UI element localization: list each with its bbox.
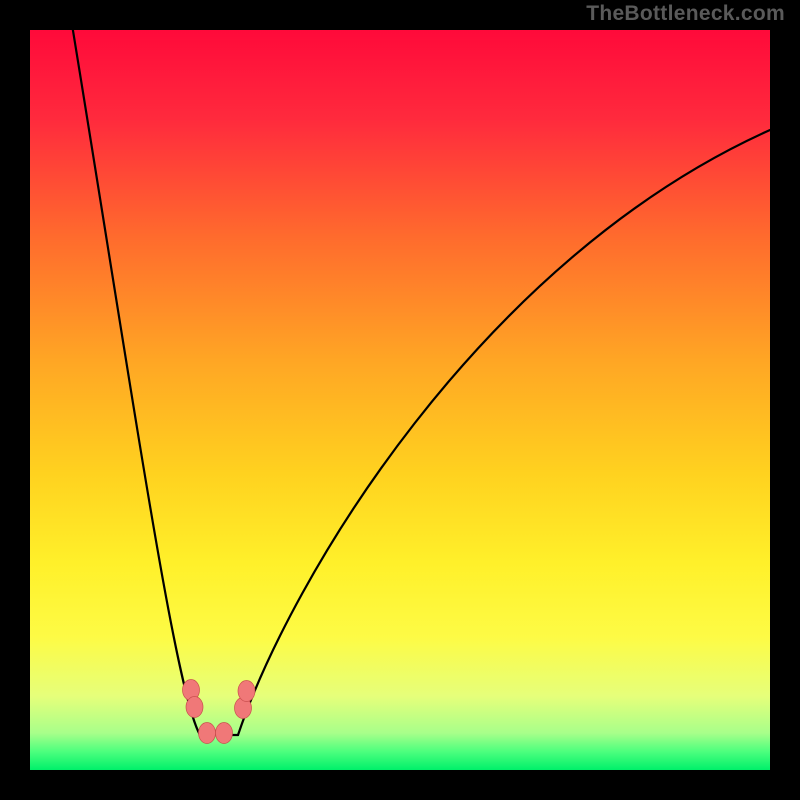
marker-point: [216, 723, 233, 744]
marker-point: [199, 723, 216, 744]
bottleneck-curve-right: [238, 130, 770, 735]
marker-point: [238, 681, 255, 702]
chart-stage: TheBottleneck.com: [0, 0, 800, 800]
marker-group: [183, 680, 256, 744]
marker-point: [186, 697, 203, 718]
watermark-text: TheBottleneck.com: [586, 2, 785, 26]
bottleneck-curve-left: [68, 0, 200, 735]
chart-overlay: [0, 0, 800, 800]
